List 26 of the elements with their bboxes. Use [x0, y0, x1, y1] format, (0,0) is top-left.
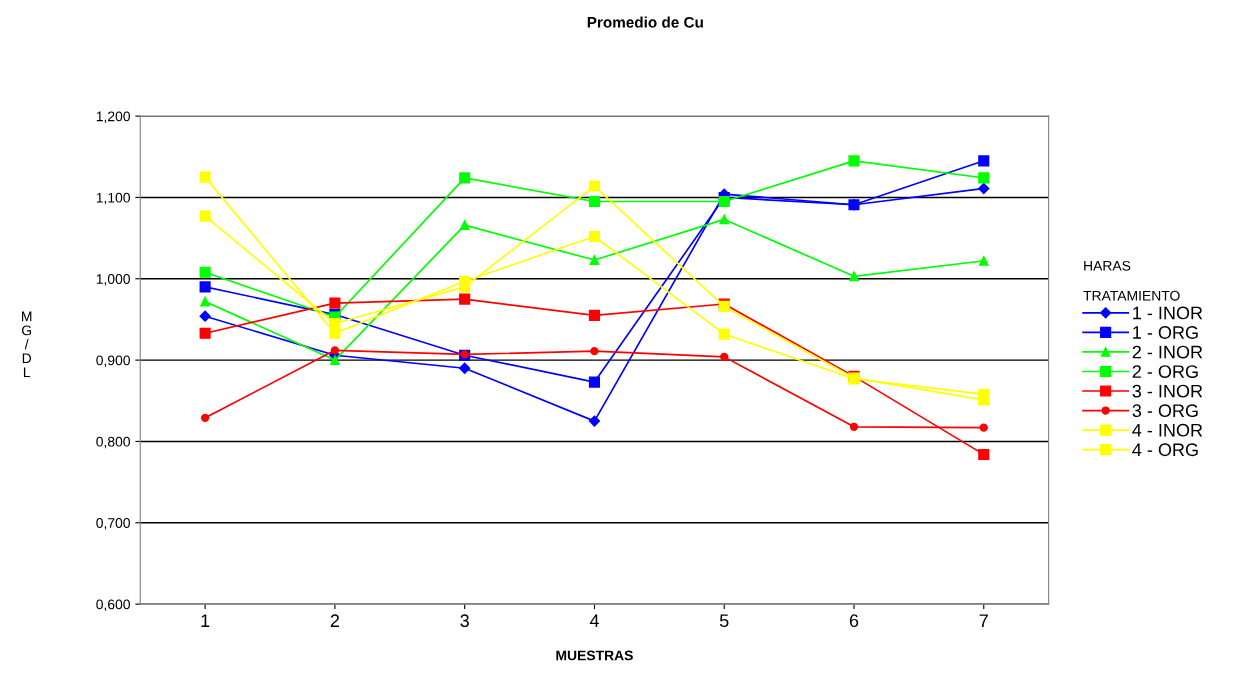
- legend-label: 2 - INOR: [1132, 345, 1203, 359]
- x-axis-title: MUESTRAS: [556, 650, 633, 661]
- legend-label: 3 - INOR: [1132, 384, 1203, 398]
- y-tick-label: 0,800: [96, 436, 130, 449]
- legend-label: 3 - ORG: [1132, 404, 1198, 418]
- y-tick-label: 1,000: [96, 274, 130, 286]
- legend-label: 2 - ORG: [1132, 365, 1198, 378]
- x-tick-label: 2: [330, 614, 340, 627]
- x-tick-label: 7: [979, 614, 988, 627]
- legend-label: 4 - ORG: [1132, 443, 1198, 457]
- x-tick-label: 4: [589, 614, 599, 627]
- y-tick-label: 0,900: [96, 355, 130, 367]
- legend-label: 4 - INOR: [1132, 423, 1203, 437]
- y-tick-label: 1,200: [96, 111, 130, 123]
- x-tick-label: 6: [849, 614, 859, 628]
- y-axis-title: M G / D L: [21, 311, 32, 377]
- x-tick-label: 3: [460, 614, 469, 628]
- text: HARAS TRATAMIENTO: [1083, 260, 1180, 301]
- y-tick-label: 0,700: [96, 518, 130, 530]
- x-tick-label: 1: [201, 614, 210, 627]
- legend-label: 1 - ORG: [1133, 326, 1198, 339]
- x-tick-label: 5: [719, 614, 729, 628]
- chart-title: Promedio de Cu: [587, 16, 703, 28]
- y-tick-label: 0,600: [96, 599, 130, 611]
- y-tick-label: 1,100: [96, 192, 130, 205]
- legend-label: 1 - INOR: [1133, 306, 1203, 320]
